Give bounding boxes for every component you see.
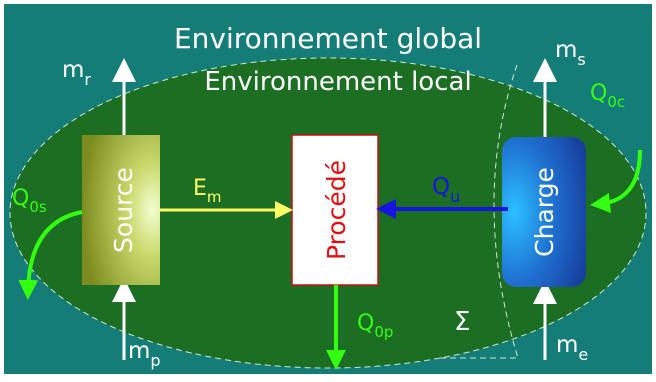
source-label: Source [109,167,138,253]
sigma-label: Σ [454,307,470,337]
ms-label: ms [555,37,586,69]
mr-label: mr [62,57,91,89]
q0p-label: Q0p [357,311,393,341]
me-label: me [556,332,588,364]
source-box [82,135,160,285]
em-label: Em [193,176,222,206]
mp-label: mp [128,338,161,370]
charge-box [502,137,586,287]
q0s-arrow [18,210,83,300]
qu-label: Qu [432,174,460,206]
q0c-arrow [590,149,642,213]
system-boundary-line [440,61,519,359]
global-environment-label: Environnement global [174,22,482,55]
process-box [291,134,379,286]
charge-label: Charge [530,167,559,257]
local-environment-label: Environnement local [204,67,471,97]
q0c-label: Q0c [590,81,625,111]
process-label: Procédé [322,160,351,260]
q0s-label: Q0s [12,186,47,216]
